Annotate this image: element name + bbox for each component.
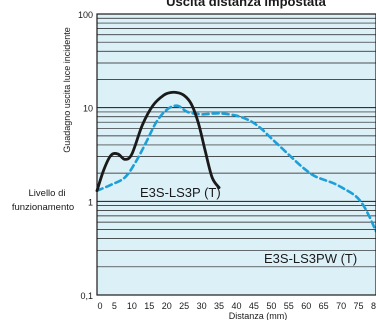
- x-tick-label: 5: [112, 301, 117, 311]
- y-axis-label: Guadagno uscita luce incidente: [62, 27, 72, 153]
- tick-labels: 05 10 15 20 25 30 35 40 45 50 55 60 65 70 75 80 0,1 1 10 10…: [78, 10, 376, 311]
- y-tick-label: 1: [88, 197, 93, 207]
- x-tick-label: 50: [266, 301, 276, 311]
- series-label-e3s-ls3p: E3S-LS3P (T): [140, 185, 221, 200]
- x-tick-label: 20: [162, 301, 172, 311]
- chart-title: Uscita distanza impostata: [166, 0, 326, 9]
- x-tick-label: 55: [284, 301, 294, 311]
- x-tick-label: 25: [179, 301, 189, 311]
- operating-level-label-line1: Livello di: [29, 188, 66, 199]
- series-layer: [95, 90, 376, 233]
- x-tick-label: 10: [127, 301, 137, 311]
- plot-frame: [96, 13, 376, 296]
- x-tick-label: 75: [354, 301, 364, 311]
- y-tick-label: 100: [78, 10, 93, 20]
- x-axis-label: Distanza (mm): [229, 311, 288, 320]
- x-tick-label: 45: [249, 301, 259, 311]
- x-tick-label: 70: [336, 301, 346, 311]
- series-label-e3s-ls3pw: E3S-LS3PW (T): [264, 251, 357, 266]
- y-tick-label: 10: [83, 104, 93, 114]
- x-tick-label: 15: [144, 301, 154, 311]
- x-tick-label: 35: [214, 301, 224, 311]
- plot-background: [97, 14, 376, 295]
- operating-level-label-line2: funzionamento: [12, 202, 74, 213]
- x-tick-label: 0: [97, 301, 102, 311]
- x-tick-label: 65: [319, 301, 329, 311]
- x-tick-label: 40: [231, 301, 241, 311]
- series-line-e3s-ls3pw-t: [95, 104, 376, 233]
- y-tick-label: 0,1: [80, 291, 93, 301]
- x-tick-label: 60: [301, 301, 311, 311]
- x-tick-label: 30: [197, 301, 207, 311]
- grid: [97, 17, 376, 268]
- series-line-e3s-ls3p-t: [95, 90, 221, 193]
- x-tick-label: 80: [371, 301, 376, 311]
